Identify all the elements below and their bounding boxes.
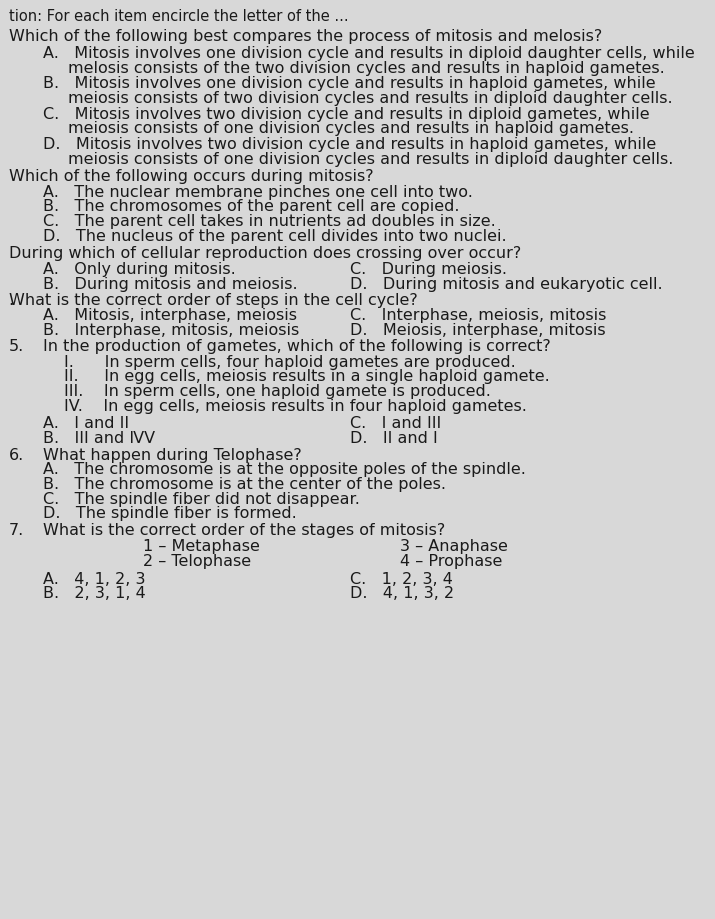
Text: III.    In sperm cells, one haploid gamete is produced.: III. In sperm cells, one haploid gamete … bbox=[64, 384, 491, 399]
Text: B.   III and ⅣV: B. III and ⅣV bbox=[43, 431, 155, 446]
Text: C.   1, 2, 3, 4: C. 1, 2, 3, 4 bbox=[350, 572, 453, 586]
Text: C.   The parent cell takes in nutrients ad doubles in size.: C. The parent cell takes in nutrients ad… bbox=[43, 214, 495, 229]
Text: What happen during Telophase?: What happen during Telophase? bbox=[43, 448, 302, 462]
Text: 4 – Prophase: 4 – Prophase bbox=[400, 554, 503, 569]
Text: .: . bbox=[9, 293, 14, 308]
Text: During which of cellular reproduction does crossing over occur?: During which of cellular reproduction do… bbox=[9, 246, 521, 261]
Text: B.   Mitosis involves one division cycle and results in haploid gametes, while: B. Mitosis involves one division cycle a… bbox=[43, 76, 656, 91]
Text: D.   The nucleus of the parent cell divides into two nuclei.: D. The nucleus of the parent cell divide… bbox=[43, 229, 506, 244]
Text: D.   The spindle fiber is formed.: D. The spindle fiber is formed. bbox=[43, 506, 297, 521]
Text: meiosis consists of one division cycles and results in diploid daughter cells.: meiosis consists of one division cycles … bbox=[68, 152, 674, 166]
Text: B.   The chromosome is at the center of the poles.: B. The chromosome is at the center of th… bbox=[43, 477, 446, 492]
Text: II.     In egg cells, meiosis results in a single haploid gamete.: II. In egg cells, meiosis results in a s… bbox=[64, 369, 550, 384]
Text: 6.: 6. bbox=[9, 448, 24, 462]
Text: A.   I and II: A. I and II bbox=[43, 416, 129, 431]
Text: A.   Mitosis, interphase, meiosis: A. Mitosis, interphase, meiosis bbox=[43, 308, 297, 323]
Text: A.   The chromosome is at the opposite poles of the spindle.: A. The chromosome is at the opposite pol… bbox=[43, 462, 526, 477]
Text: Which of the following occurs during mitosis?: Which of the following occurs during mit… bbox=[9, 169, 373, 184]
Text: D.   Meiosis, interphase, mitosis: D. Meiosis, interphase, mitosis bbox=[350, 323, 606, 337]
Text: tion: For each item encircle the letter of the ...: tion: For each item encircle the letter … bbox=[9, 9, 348, 24]
Text: IV.    In egg cells, meiosis results in four haploid gametes.: IV. In egg cells, meiosis results in fou… bbox=[64, 399, 527, 414]
Text: B.   2, 3, 1, 4: B. 2, 3, 1, 4 bbox=[43, 586, 146, 601]
Text: 3 – Anaphase: 3 – Anaphase bbox=[400, 539, 508, 554]
Text: C.   Interphase, meiosis, mitosis: C. Interphase, meiosis, mitosis bbox=[350, 308, 607, 323]
Text: 7.: 7. bbox=[9, 523, 24, 538]
Text: 2 – Telophase: 2 – Telophase bbox=[143, 554, 251, 569]
Text: B.   During mitosis and meiosis.: B. During mitosis and meiosis. bbox=[43, 277, 297, 291]
Text: C.   I and III: C. I and III bbox=[350, 416, 442, 431]
Text: What is the correct order of steps in the cell cycle?: What is the correct order of steps in th… bbox=[9, 293, 418, 308]
Text: In the production of gametes, which of the following is correct?: In the production of gametes, which of t… bbox=[43, 339, 551, 354]
Text: What is the correct order of the stages of mitosis?: What is the correct order of the stages … bbox=[43, 523, 445, 538]
Text: meiosis consists of one division cycles and results in haploid gametes.: meiosis consists of one division cycles … bbox=[68, 121, 634, 136]
Text: 5.: 5. bbox=[9, 339, 24, 354]
Text: A.   Only during mitosis.: A. Only during mitosis. bbox=[43, 262, 236, 277]
Text: D.   Mitosis involves two division cycle and results in haploid gametes, while: D. Mitosis involves two division cycle a… bbox=[43, 137, 656, 152]
Text: A.   4, 1, 2, 3: A. 4, 1, 2, 3 bbox=[43, 572, 145, 586]
Text: D.   4, 1, 3, 2: D. 4, 1, 3, 2 bbox=[350, 586, 455, 601]
Text: A.   Mitosis involves one division cycle and results in diploid daughter cells, : A. Mitosis involves one division cycle a… bbox=[43, 46, 695, 61]
Text: Which of the following best compares the process of mitosis and melosis?: Which of the following best compares the… bbox=[9, 29, 602, 44]
Text: C.   During meiosis.: C. During meiosis. bbox=[350, 262, 508, 277]
Text: B.   The chromosomes of the parent cell are copied.: B. The chromosomes of the parent cell ar… bbox=[43, 199, 460, 214]
Text: C.   The spindle fiber did not disappear.: C. The spindle fiber did not disappear. bbox=[43, 492, 360, 506]
Text: A.   The nuclear membrane pinches one cell into two.: A. The nuclear membrane pinches one cell… bbox=[43, 185, 473, 199]
Text: D.   During mitosis and eukaryotic cell.: D. During mitosis and eukaryotic cell. bbox=[350, 277, 663, 291]
Text: 1 – Metaphase: 1 – Metaphase bbox=[143, 539, 260, 554]
Text: I.      In sperm cells, four haploid gametes are produced.: I. In sperm cells, four haploid gametes … bbox=[64, 355, 516, 369]
Text: D.   II and I: D. II and I bbox=[350, 431, 438, 446]
Text: meiosis consists of two division cycles and results in diploid daughter cells.: meiosis consists of two division cycles … bbox=[68, 91, 673, 106]
Text: B.   Interphase, mitosis, meiosis: B. Interphase, mitosis, meiosis bbox=[43, 323, 299, 337]
Text: melosis consists of the two division cycles and results in haploid gametes.: melosis consists of the two division cyc… bbox=[68, 61, 665, 75]
Text: C.   Mitosis involves two division cycle and results in diploid gametes, while: C. Mitosis involves two division cycle a… bbox=[43, 107, 649, 121]
